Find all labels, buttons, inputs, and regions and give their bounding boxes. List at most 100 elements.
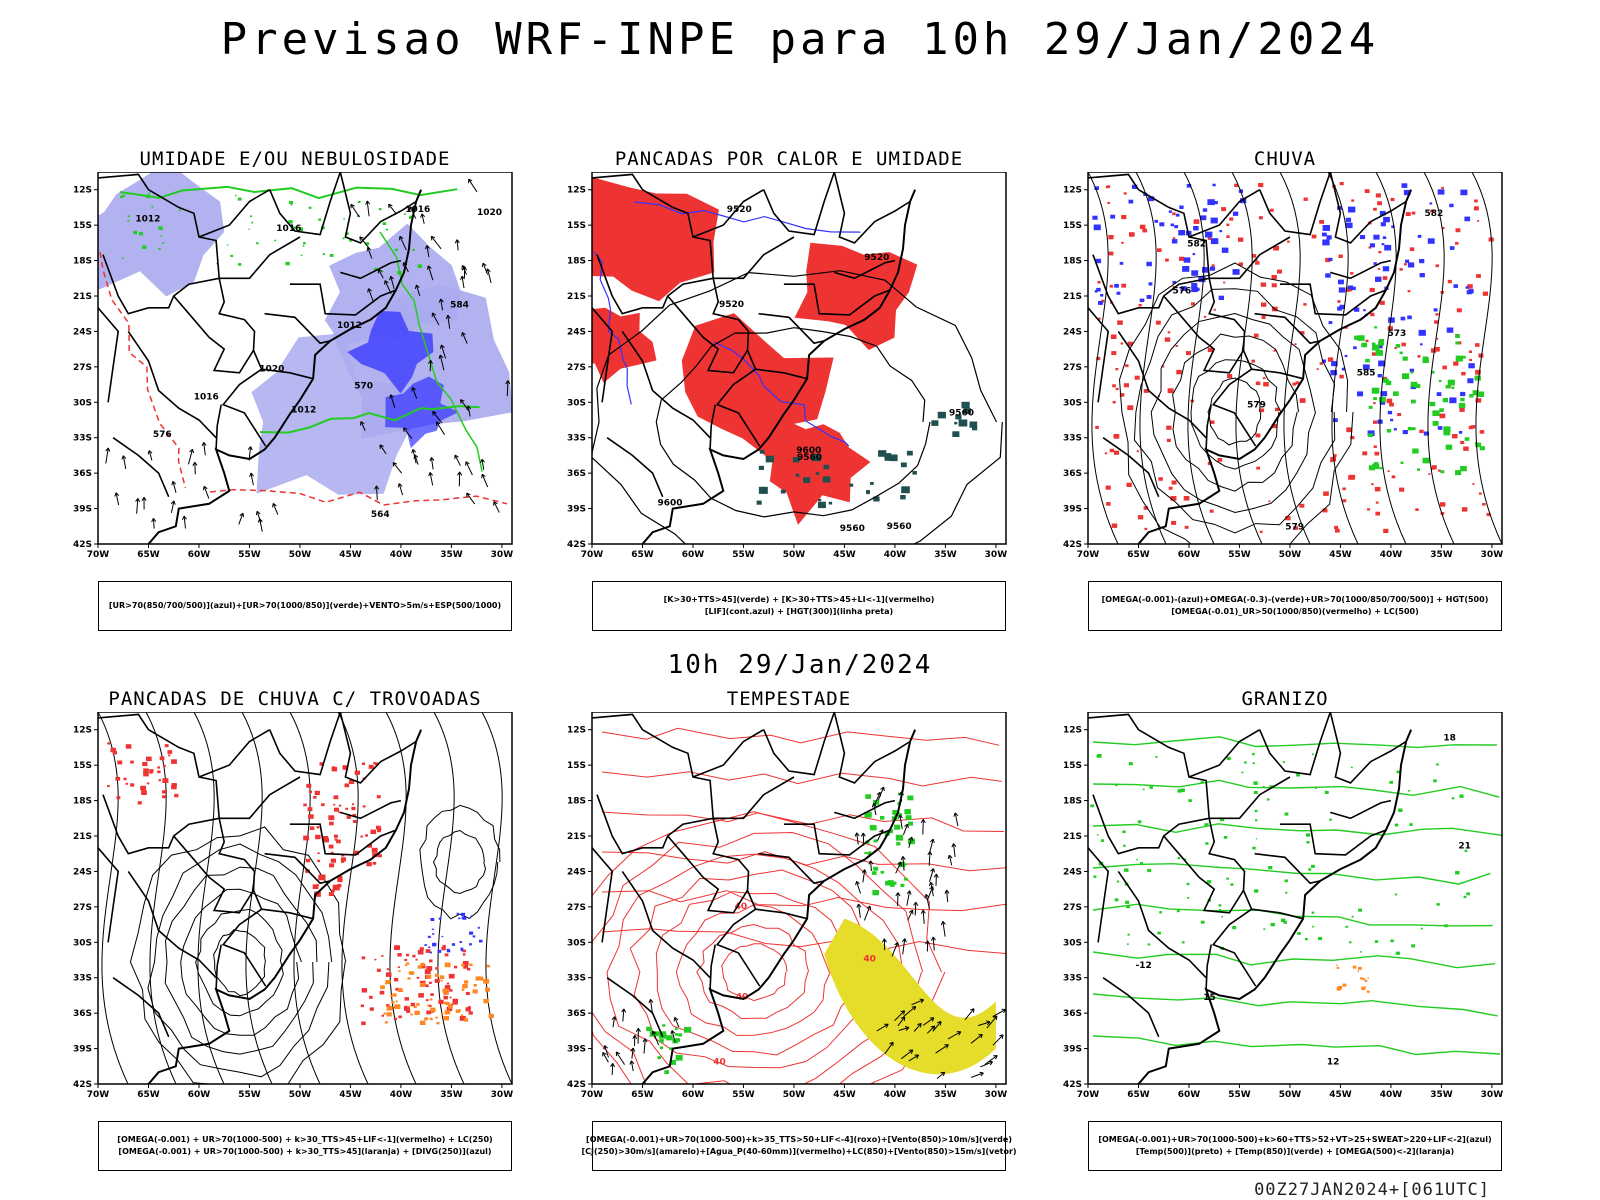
field-speckle <box>1342 487 1346 491</box>
contour-line <box>601 851 1006 872</box>
wind-vector <box>898 1026 910 1031</box>
field-speckle <box>1455 341 1460 345</box>
field-speckle <box>424 1017 428 1021</box>
field-speckle <box>412 249 415 251</box>
country-border <box>592 307 614 403</box>
lat-tick-label: 12S <box>73 186 92 196</box>
field-speckle <box>1360 951 1362 953</box>
field-speckle <box>451 943 456 946</box>
legend-line: [CJ(250)>30m/s](amarelo)+[Agua_P(40-60mm… <box>581 1147 1017 1156</box>
contour-value-label: 576 <box>153 430 172 440</box>
field-speckle <box>1399 351 1403 355</box>
field-speckle <box>420 964 426 969</box>
lon-tick-label: 65W <box>137 1090 160 1100</box>
wind-vector <box>121 455 127 470</box>
wind-vector <box>920 909 926 924</box>
field-speckle <box>173 783 177 786</box>
lat-tick-label: 27S <box>567 363 586 373</box>
field-speckle <box>415 958 418 961</box>
contour-line <box>601 727 1000 746</box>
country-border <box>1209 776 1291 820</box>
field-speckle <box>1212 183 1216 187</box>
country-border <box>340 259 402 280</box>
country-border <box>98 173 267 447</box>
wind-vector <box>147 450 153 461</box>
field-speckle <box>1273 245 1279 251</box>
field-speckle <box>361 956 366 960</box>
wind-vector <box>171 480 177 493</box>
field-speckle <box>409 971 415 975</box>
field-speckle <box>1128 199 1134 204</box>
field-speckle <box>346 815 351 819</box>
field-speckle <box>1470 425 1476 429</box>
wind-vector <box>951 843 957 858</box>
wind-vector <box>257 518 263 532</box>
wind-vector <box>403 427 413 440</box>
field-speckle <box>1179 256 1185 261</box>
wind-vector <box>928 838 935 855</box>
field-blob <box>681 313 834 461</box>
field-speckle <box>435 1016 438 1019</box>
field-speckle <box>758 486 768 494</box>
field-speckle <box>467 967 471 971</box>
field-speckle <box>1443 430 1451 436</box>
contour-line <box>1150 312 1317 514</box>
field-speckle <box>1218 904 1222 907</box>
country-border <box>1251 368 1304 380</box>
country-border <box>1088 847 1110 943</box>
map-panel: TEMPESTADE 40 40 40 40 12S 15S 18S 21S 24S 27S 30S 3… <box>554 688 1024 1171</box>
field-speckle <box>1219 230 1223 233</box>
field-speckle <box>1363 309 1366 312</box>
field-speckle <box>1171 480 1177 485</box>
field-speckle <box>1157 248 1162 252</box>
field-speckle <box>1295 381 1300 385</box>
field-speckle <box>1463 895 1467 899</box>
field-speckle <box>1341 367 1346 371</box>
coastline <box>641 729 917 1084</box>
contour-line <box>129 826 347 1084</box>
field-speckle <box>1325 257 1331 263</box>
country-border <box>606 977 664 1038</box>
wind-vector <box>379 444 387 455</box>
field-speckle <box>1261 315 1266 319</box>
field-speckle <box>1387 410 1393 415</box>
field-speckle <box>1282 761 1285 763</box>
country-border <box>112 437 170 498</box>
field-speckle <box>1252 762 1255 765</box>
wind-vector <box>936 1071 946 1079</box>
field-speckle <box>332 884 340 891</box>
field-speckle <box>465 1007 471 1012</box>
field-speckle <box>251 221 253 224</box>
field-speckle <box>1117 320 1123 325</box>
country-border <box>173 295 255 374</box>
wind-vector <box>426 265 434 281</box>
field-speckle <box>334 838 338 841</box>
field-speckle <box>1446 327 1454 333</box>
country-border <box>261 908 314 920</box>
field-speckle <box>1365 358 1370 363</box>
field-speckle <box>1345 925 1349 928</box>
field-speckle <box>1435 313 1439 316</box>
field-speckle <box>426 1010 432 1015</box>
field-speckle <box>1259 530 1263 533</box>
field-speckle <box>649 1031 657 1037</box>
wind-vector <box>900 856 906 871</box>
field-speckle <box>393 1017 397 1021</box>
lat-tick-label: 36S <box>567 1009 586 1019</box>
map-plot: 95609560956096009600952095209520956012S1… <box>567 172 1007 560</box>
lon-tick-label: 50W <box>783 1090 806 1100</box>
wind-vector <box>432 411 443 424</box>
field-speckle <box>146 194 151 198</box>
field-speckle <box>418 993 424 998</box>
field-speckle <box>429 951 432 954</box>
field-speckle <box>884 456 891 461</box>
contour-line <box>1190 359 1282 470</box>
field-speckle <box>1469 358 1472 361</box>
field-speckle <box>1251 254 1257 258</box>
wind-vector <box>392 462 403 474</box>
field-speckle <box>1327 357 1334 362</box>
wind-vector <box>141 496 147 510</box>
field-speckle <box>1379 397 1386 403</box>
field-speckle <box>1368 465 1375 471</box>
